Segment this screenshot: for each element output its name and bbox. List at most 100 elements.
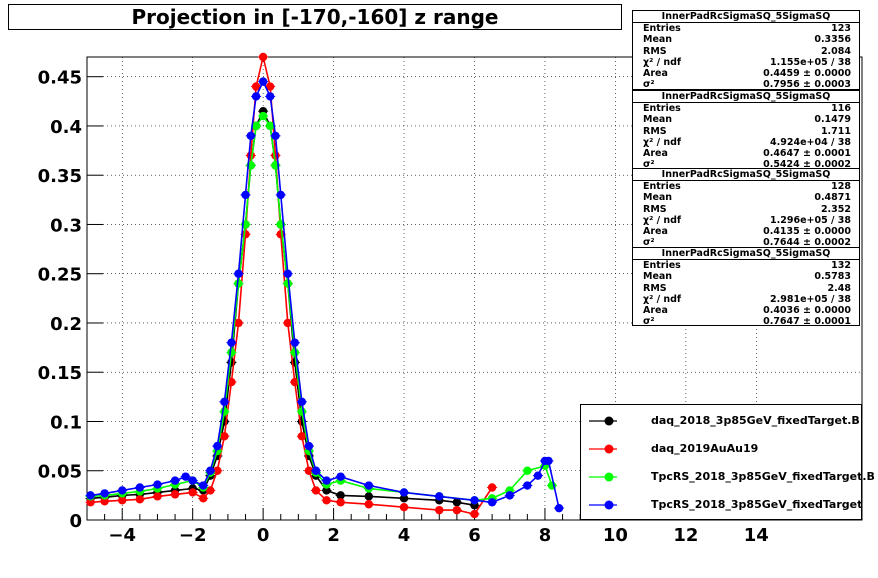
stats-row-mean: Mean 0.1479 bbox=[633, 114, 859, 125]
data-point bbox=[283, 318, 292, 328]
stats-row-rms: RMS 2.084 bbox=[633, 46, 859, 57]
stats-label: Area bbox=[643, 148, 668, 160]
y-tick-label: 0.25 bbox=[38, 265, 82, 286]
data-point bbox=[251, 121, 261, 131]
y-tick-label: 0.15 bbox=[38, 363, 82, 384]
data-point bbox=[265, 82, 275, 91]
stats-row-rms: RMS 2.352 bbox=[633, 204, 859, 215]
data-point bbox=[470, 496, 479, 505]
stats-value: 128 bbox=[831, 181, 851, 193]
stats-row-mean: Mean 0.5783 bbox=[633, 271, 859, 282]
stats-box-title: InnerPadRcSigmaSQ_5SigmaSQ bbox=[633, 11, 859, 24]
data-point bbox=[86, 491, 95, 500]
data-point bbox=[227, 348, 236, 357]
data-point bbox=[452, 505, 462, 515]
stats-row-sigma2: σ² 0.5424 ± 0.0002 bbox=[633, 159, 859, 170]
data-point bbox=[276, 190, 285, 200]
stats-label: RMS bbox=[643, 282, 667, 294]
stats-label: Entries bbox=[643, 23, 681, 35]
legend-entry: daq_2018_3p85GeV_fixedTarget.B bbox=[581, 407, 861, 435]
data-point bbox=[213, 441, 222, 451]
data-point bbox=[322, 486, 331, 495]
x-tick-label: 10 bbox=[603, 525, 628, 546]
stats-value: 0.7644 ± 0.0002 bbox=[763, 237, 851, 249]
stats-row-area: Area 0.4036 ± 0.0000 bbox=[633, 305, 859, 316]
data-point bbox=[283, 269, 292, 278]
x-tick-label: 14 bbox=[744, 525, 769, 546]
stats-label: σ² bbox=[643, 79, 655, 91]
stats-label: Area bbox=[643, 305, 668, 317]
stats-row-entries: Entries 128 bbox=[633, 181, 859, 192]
data-point bbox=[523, 466, 532, 475]
data-point bbox=[487, 498, 497, 507]
data-point bbox=[271, 131, 280, 141]
stats-label: Area bbox=[643, 68, 668, 80]
data-point bbox=[153, 492, 162, 501]
stats-value: 2.981e+05 / 38 bbox=[770, 293, 851, 305]
stats-value: 0.5424 ± 0.0002 bbox=[763, 159, 851, 171]
data-point bbox=[487, 483, 497, 492]
data-point bbox=[505, 491, 514, 500]
legend-label: daq_2018_3p85GeV_fixedTarget.B bbox=[651, 414, 860, 427]
stats-row-chi2ndf: χ² / ndf 4.924e+04 / 38 bbox=[633, 137, 859, 148]
data-point bbox=[523, 481, 532, 490]
stats-row-sigma2: σ² 0.7644 ± 0.0002 bbox=[633, 237, 859, 248]
data-point bbox=[290, 377, 300, 387]
data-point bbox=[100, 497, 109, 506]
data-point bbox=[364, 481, 374, 490]
data-point bbox=[135, 483, 145, 492]
data-point bbox=[265, 92, 275, 101]
x-tick-label: −4 bbox=[108, 525, 136, 546]
legend: daq_2018_3p85GeV_fixedTarget.B daq_2019Au… bbox=[580, 404, 875, 520]
data-point bbox=[234, 279, 243, 288]
stats-label: χ² / ndf bbox=[643, 214, 682, 226]
data-point bbox=[241, 190, 250, 200]
data-point bbox=[271, 151, 280, 160]
stats-row-rms: RMS 1.711 bbox=[633, 126, 859, 137]
data-point bbox=[311, 486, 321, 495]
stats-value: 132 bbox=[831, 260, 851, 272]
stats-row-sigma2: σ² 0.7647 ± 0.0001 bbox=[633, 316, 859, 327]
x-tick-label: −2 bbox=[179, 525, 207, 546]
data-point bbox=[246, 151, 256, 160]
stats-box: InnerPadRcSigmaSQ_5SigmaSQ Entries 116 Mean… bbox=[632, 90, 860, 170]
stats-label: Area bbox=[643, 226, 668, 238]
data-point bbox=[311, 466, 321, 475]
data-point bbox=[234, 269, 243, 278]
stats-box-title: InnerPadRcSigmaSQ_5SigmaSQ bbox=[633, 91, 859, 104]
legend-label: TpcRS_2018_3p85GeV_fixedTarget.B bbox=[651, 470, 875, 483]
stats-row-chi2ndf: χ² / ndf 2.981e+05 / 38 bbox=[633, 294, 859, 305]
data-point bbox=[227, 377, 236, 387]
data-point bbox=[470, 509, 479, 519]
stats-label: Mean bbox=[643, 34, 673, 46]
data-point bbox=[304, 441, 314, 451]
stats-label: RMS bbox=[643, 125, 667, 137]
data-point bbox=[265, 121, 275, 131]
x-tick-label: 0 bbox=[257, 525, 270, 546]
stats-value: 0.4647 ± 0.0001 bbox=[763, 148, 851, 160]
data-point bbox=[220, 432, 229, 441]
stats-row-chi2ndf: χ² / ndf 1.155e+05 / 38 bbox=[633, 57, 859, 68]
stats-label: Mean bbox=[643, 114, 673, 126]
data-point bbox=[258, 52, 268, 62]
stats-row-area: Area 0.4135 ± 0.0000 bbox=[633, 226, 859, 237]
stats-row-entries: Entries 116 bbox=[633, 103, 859, 114]
stats-row-mean: Mean 0.3356 bbox=[633, 34, 859, 45]
stats-value: 0.7956 ± 0.0003 bbox=[763, 79, 851, 91]
legend-label: daq_2019AuAu19 bbox=[651, 442, 759, 455]
stats-row-area: Area 0.4459 ± 0.0000 bbox=[633, 68, 859, 79]
data-point bbox=[322, 496, 331, 505]
stats-value: 0.5783 bbox=[814, 271, 851, 283]
data-point bbox=[336, 498, 345, 507]
legend-marker bbox=[589, 500, 617, 510]
stats-row-chi2ndf: χ² / ndf 1.296e+05 / 38 bbox=[633, 215, 859, 226]
stats-value: 1.155e+05 / 38 bbox=[770, 56, 851, 68]
data-point bbox=[258, 111, 268, 121]
data-point bbox=[251, 92, 261, 101]
data-point bbox=[297, 432, 307, 441]
data-point bbox=[283, 279, 292, 288]
legend-marker bbox=[589, 416, 617, 426]
data-point bbox=[533, 471, 543, 480]
data-point bbox=[297, 407, 307, 416]
data-point bbox=[554, 503, 564, 513]
